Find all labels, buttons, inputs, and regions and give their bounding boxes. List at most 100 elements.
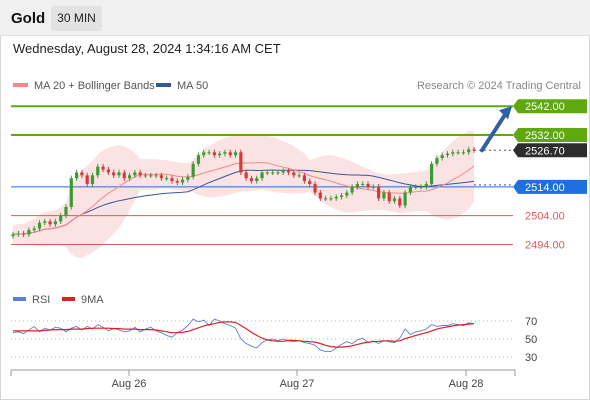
candle	[37, 222, 42, 229]
candle	[154, 175, 158, 177]
rsi-legend-label: RSI	[32, 294, 51, 306]
candle	[64, 207, 68, 216]
candle	[286, 171, 291, 173]
candle	[467, 149, 471, 153]
candle	[265, 172, 269, 174]
ma9-legend-label: 9MA	[81, 294, 104, 306]
candle	[308, 181, 312, 184]
candle	[334, 196, 338, 199]
candle	[392, 198, 397, 202]
candle	[456, 152, 460, 154]
candle	[228, 152, 232, 156]
candle	[233, 152, 238, 156]
candle	[350, 186, 354, 193]
candle	[159, 175, 163, 179]
ma50-label: MA 50	[177, 80, 209, 92]
candle	[16, 233, 20, 235]
candle	[212, 152, 216, 156]
candle	[324, 198, 328, 200]
bollinger-band	[13, 130, 474, 258]
candle	[271, 172, 275, 174]
candle	[53, 221, 57, 225]
level-tag-2532-00	[513, 128, 587, 142]
candle	[424, 183, 428, 187]
candle	[80, 172, 84, 176]
candle	[122, 172, 126, 179]
candle	[461, 152, 466, 154]
candle	[255, 178, 259, 182]
candle	[445, 153, 450, 156]
level-label-2526-70: 2526.70	[525, 145, 565, 157]
candle	[106, 169, 110, 173]
candle	[329, 198, 333, 200]
rsi-tick-label-30: 30	[525, 352, 537, 364]
rsi-ma-line	[13, 321, 475, 348]
projection-arrow-head	[499, 106, 512, 120]
candle	[223, 152, 227, 154]
legend-ma50: MA 50	[156, 80, 208, 92]
candle	[11, 234, 15, 237]
candle	[186, 176, 190, 180]
candle	[170, 178, 174, 182]
rsi-tick-label-50: 50	[525, 334, 537, 346]
candle	[419, 186, 423, 188]
level-label-2494-00: 2494.00	[525, 239, 565, 251]
candle	[175, 181, 179, 183]
candle	[191, 163, 195, 177]
candle	[165, 178, 169, 180]
candle	[138, 172, 142, 176]
x-tick-label: Aug 26	[112, 378, 147, 390]
candle	[59, 215, 63, 222]
candle	[361, 183, 365, 185]
candle	[127, 175, 132, 179]
candle	[180, 179, 185, 183]
projection-arrow	[480, 111, 508, 153]
rsi-line	[12, 318, 475, 353]
ma9-swatch	[62, 297, 75, 302]
level-label-2532-00: 2532.00	[525, 130, 565, 142]
candle	[371, 186, 375, 188]
copyright: Research © 2024 Trading Central	[416, 80, 581, 92]
candle	[207, 152, 211, 154]
candle	[408, 186, 413, 193]
candle	[96, 166, 100, 176]
candle	[451, 152, 455, 154]
candle	[74, 172, 79, 179]
candle	[430, 163, 434, 184]
candle	[249, 178, 254, 182]
candle	[414, 186, 418, 188]
candle	[21, 233, 26, 235]
candle	[403, 192, 407, 206]
candle	[239, 152, 243, 173]
candle	[366, 183, 370, 187]
level-label-2542-00: 2542.00	[525, 101, 565, 113]
candle	[440, 155, 444, 159]
candle	[27, 230, 31, 235]
candle	[143, 175, 148, 177]
level-tag-2514-00	[513, 179, 587, 194]
level-tag-2542-00	[513, 99, 587, 114]
legend-rsi: RSI	[13, 294, 50, 306]
ma50-line	[12, 169, 475, 235]
level-label-2504-00: 2504.00	[525, 211, 565, 223]
candle	[43, 221, 47, 223]
candle	[345, 192, 349, 196]
candle	[260, 172, 264, 179]
candle	[398, 198, 402, 206]
candle	[355, 183, 360, 187]
candle	[48, 221, 52, 225]
ma50-swatch	[156, 83, 171, 88]
candle	[112, 172, 116, 176]
candle	[202, 152, 206, 156]
symbol-title: Gold	[11, 10, 46, 27]
candle	[281, 171, 285, 173]
candle	[101, 166, 105, 170]
candle	[435, 158, 439, 164]
candle	[90, 175, 95, 184]
candle	[149, 175, 153, 177]
candle	[339, 195, 344, 197]
candle	[387, 192, 391, 202]
level-tag-2526-70	[513, 143, 587, 158]
timeframe-button[interactable]: 30 MIN	[51, 6, 102, 31]
